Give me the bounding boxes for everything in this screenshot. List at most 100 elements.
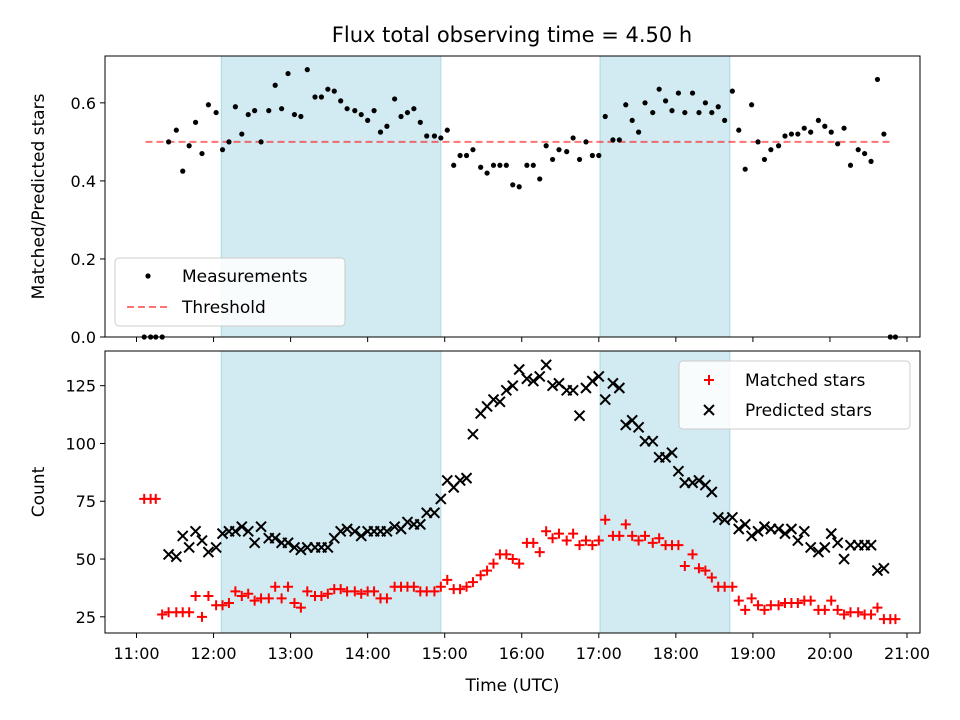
predicted-star-point	[381, 525, 393, 538]
matched-star-point	[429, 586, 440, 597]
matched-star-point	[640, 530, 651, 541]
predicted-star-point	[269, 532, 281, 544]
measurement-point	[556, 147, 562, 153]
measurement-point	[497, 162, 503, 168]
matched-star-point	[196, 611, 207, 622]
measurement-point	[729, 88, 735, 94]
measurement-point	[444, 127, 450, 133]
matched-star-point	[561, 535, 572, 546]
measurement-point	[602, 113, 608, 120]
measurement-point	[742, 166, 748, 172]
predicted-star-point	[792, 534, 804, 547]
measurement-point	[490, 162, 497, 168]
matched-star-point	[687, 549, 698, 560]
measurement-point	[291, 111, 298, 118]
matched-star-point	[832, 604, 843, 615]
measurement-point	[822, 123, 828, 129]
measurement-point	[524, 162, 530, 168]
measurement-point	[589, 152, 595, 159]
matched-star-point	[150, 493, 161, 504]
predicted-star-point	[712, 511, 724, 524]
measurement-point	[881, 131, 887, 137]
measurement-point	[417, 119, 423, 125]
x-tick-label: 13:00	[268, 644, 314, 663]
matched-star-point	[587, 540, 598, 551]
predicted-star-point	[573, 410, 586, 422]
matched-star-point	[528, 537, 539, 548]
y-axis-label: Count	[29, 466, 49, 517]
measurement-point	[358, 111, 364, 118]
predicted-star-point	[540, 359, 552, 371]
measurement-point	[438, 135, 444, 141]
measurement-point	[219, 147, 226, 153]
y-tick-label: 0.6	[71, 94, 96, 113]
measurement-point	[365, 117, 371, 123]
predicted-star-point	[607, 377, 619, 390]
measurement-point	[285, 70, 291, 77]
predicted-star-point	[838, 553, 850, 565]
predicted-star-point	[494, 396, 506, 408]
matched-star-point	[501, 549, 512, 560]
measurement-point	[186, 143, 192, 149]
legend-label: Predicted stars	[745, 401, 872, 421]
predicted-star-point	[322, 541, 334, 554]
predicted-star-point	[349, 525, 361, 538]
predicted-star-point	[718, 514, 731, 526]
measurement-point	[543, 143, 549, 149]
legend-box	[678, 360, 911, 430]
measurement-point	[516, 184, 522, 190]
predicted-star-point	[632, 421, 645, 433]
measurement-point	[576, 156, 583, 163]
measurement-point	[828, 129, 834, 135]
matched-star-point	[488, 558, 499, 569]
predicted-star-point	[435, 493, 447, 505]
predicted-star-point	[236, 520, 248, 533]
measurement-point	[166, 139, 172, 145]
measurement-point	[815, 117, 821, 123]
measurement-point	[510, 182, 516, 188]
measurement-point	[610, 137, 616, 143]
measurement-point	[689, 90, 696, 96]
matched-star-point	[547, 533, 558, 544]
measurement-point	[530, 162, 536, 168]
measurement-point	[702, 100, 708, 106]
measurement-point	[279, 106, 285, 112]
measurement-point	[304, 67, 310, 73]
predicted-star-point	[355, 530, 367, 542]
matched-star-point	[580, 535, 591, 546]
matched-star-point	[435, 581, 446, 592]
predicted-star-point	[334, 525, 347, 538]
predicted-star-point	[388, 520, 401, 533]
matched-star-point	[792, 597, 803, 608]
measurement-point	[564, 149, 570, 155]
measurement-point	[258, 139, 264, 145]
matched-star-point	[356, 588, 367, 599]
predicted-star-point	[546, 379, 559, 392]
predicted-star-point	[248, 537, 261, 549]
matched-star-point	[700, 565, 711, 576]
measurement-point	[232, 104, 238, 110]
measurement-point	[788, 131, 795, 137]
ratio-panel: 0.0 0.2 0.4 0.6 Matched/Predicted stars Measu…	[29, 55, 921, 347]
predicted-star-point	[242, 525, 254, 538]
matched-star-point	[302, 586, 313, 597]
predicted-star-point	[647, 435, 659, 447]
predicted-star-point	[183, 541, 195, 554]
matched-star-point	[693, 563, 704, 574]
x-tick-label: 19:00	[730, 644, 776, 663]
legend-box	[114, 257, 346, 327]
measurement-point	[312, 94, 318, 100]
measurement-point	[352, 108, 358, 114]
matched-star-point	[289, 597, 300, 608]
matched-star-point	[243, 588, 254, 599]
matched-star-point	[236, 591, 247, 602]
measurement-point	[662, 98, 669, 104]
predicted-star-point	[500, 384, 513, 397]
measurement-point	[457, 152, 463, 159]
matched-star-point	[283, 581, 294, 592]
measurement-point	[272, 82, 278, 88]
measurement-point	[213, 109, 219, 116]
measurement-point	[338, 98, 344, 104]
predicted-star-point	[454, 474, 466, 487]
matched-star-point	[295, 602, 306, 613]
